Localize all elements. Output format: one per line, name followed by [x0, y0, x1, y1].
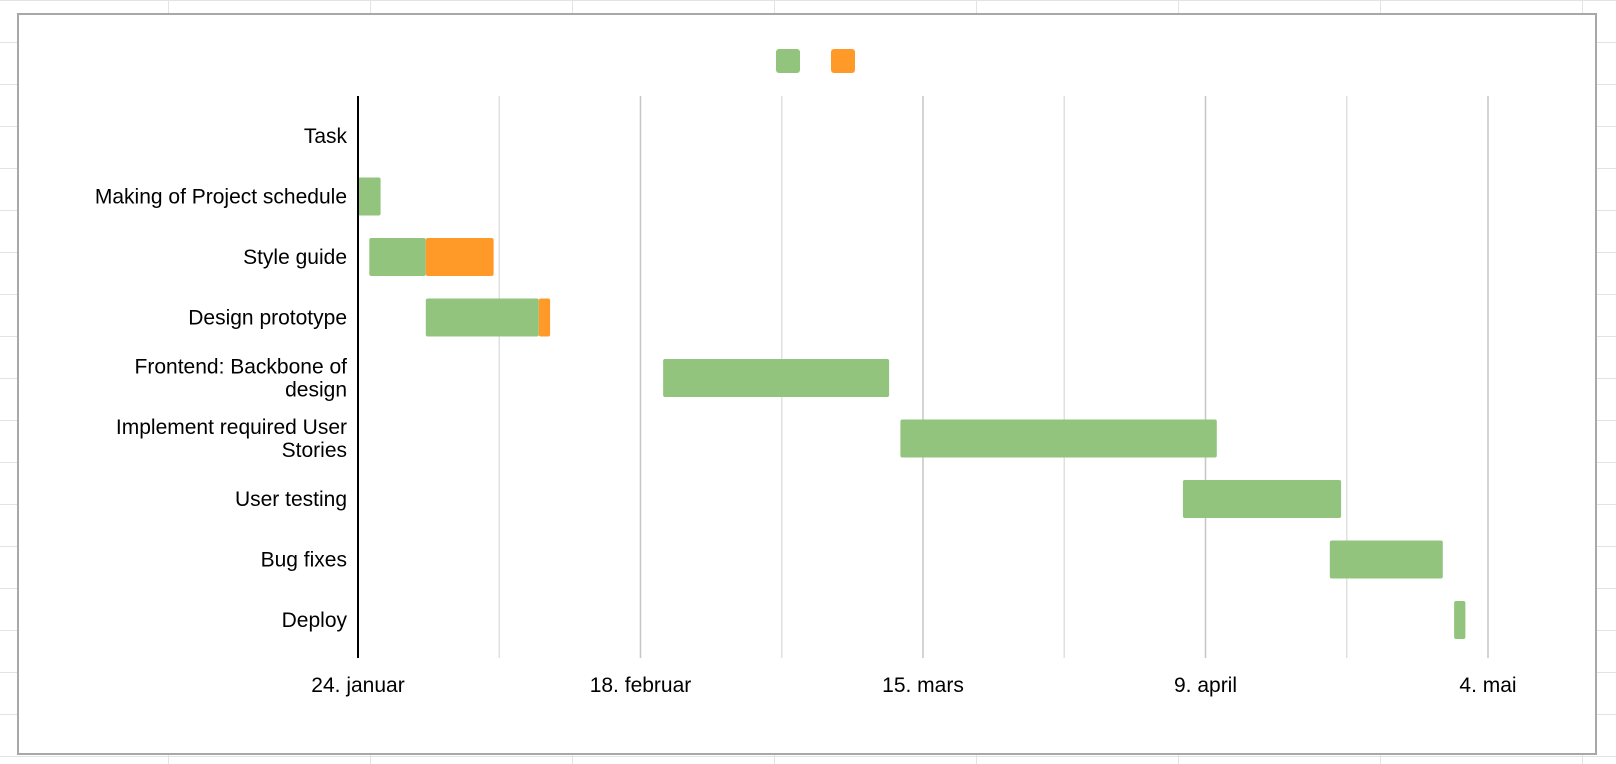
bar-series-0-deploy[interactable]	[1454, 601, 1466, 639]
task-labels: Task Making of Project schedule Style guid…	[95, 125, 348, 632]
task-label-6: User testing	[235, 488, 347, 511]
legend-swatch-0[interactable]	[776, 49, 800, 73]
x-tick-label-2: 15. mars	[882, 674, 964, 697]
bars	[358, 177, 1466, 639]
legend-swatch-1[interactable]	[831, 49, 855, 73]
task-label-7: Bug fixes	[261, 549, 347, 572]
x-tick-label-1: 18. februar	[590, 674, 692, 697]
bar-series-0-frontend-backbone-of-design[interactable]	[663, 359, 890, 397]
bar-series-0-user-testing[interactable]	[1182, 480, 1342, 518]
bar-series-1-design-prototype[interactable]	[538, 298, 551, 337]
task-label-2: Style guide	[243, 246, 347, 269]
task-label-0: Task	[304, 125, 348, 148]
gridlines	[498, 96, 1489, 658]
bar-series-0-implement-required-user-stories[interactable]	[900, 419, 1217, 458]
task-label-3: Design prototype	[188, 307, 347, 330]
bar-series-0-style-guide[interactable]	[369, 238, 426, 276]
legend	[776, 49, 855, 73]
task-label-5-line-1: Stories	[282, 439, 347, 462]
x-tick-label-0: 24. januar	[311, 674, 404, 697]
x-tick-label-3: 9. april	[1174, 674, 1237, 697]
task-label-4-line-1: design	[285, 379, 347, 402]
bar-series-1-style-guide[interactable]	[425, 238, 494, 276]
task-label-4-line-0: Frontend: Backbone of	[135, 356, 348, 379]
task-label-8: Deploy	[282, 609, 348, 632]
x-tick-labels: 24. januar 18. februar 15. mars 9. april 4. …	[311, 674, 1516, 697]
bar-series-0-design-prototype[interactable]	[425, 298, 539, 337]
task-label-1: Making of Project schedule	[95, 186, 347, 209]
x-tick-label-4: 4. mai	[1459, 674, 1516, 697]
bar-series-0-making-of-project-schedule[interactable]	[358, 177, 381, 216]
bar-series-0-bug-fixes[interactable]	[1329, 540, 1443, 579]
task-label-5-line-0: Implement required User	[116, 416, 347, 439]
